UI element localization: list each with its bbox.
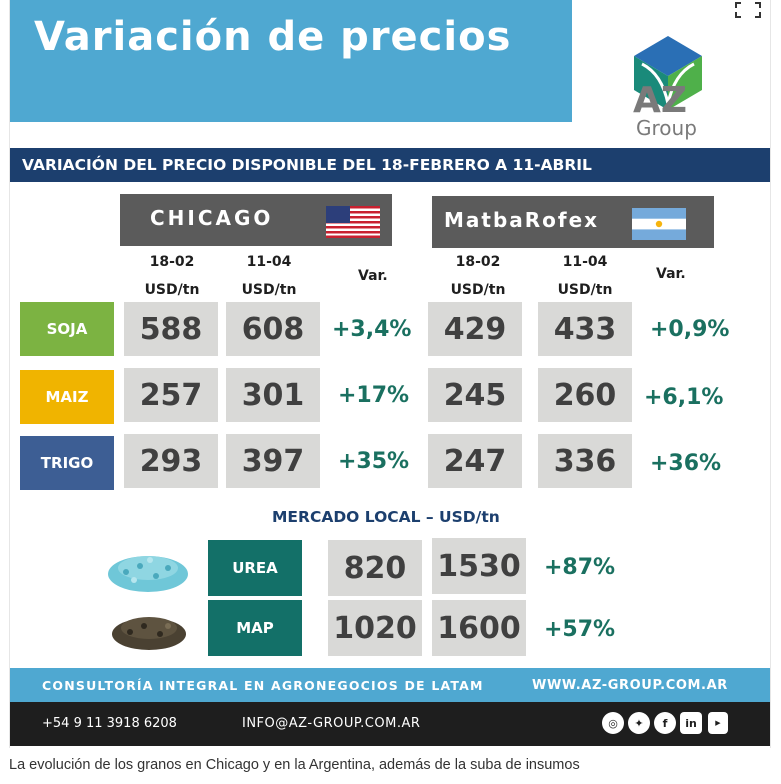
footer-email[interactable]: INFO@AZ-GROUP.COM.AR	[242, 716, 421, 731]
soja-chicago-feb: 588	[124, 302, 218, 356]
infographic-card: Variación de precios AZ Group VARIACIÓN …	[9, 0, 771, 748]
title-banner: Variación de precios	[10, 0, 572, 122]
chicago-label: CHICAGO	[150, 206, 274, 230]
trigo-matba-var: +36%	[650, 450, 722, 476]
map-var: +57%	[544, 616, 616, 642]
usa-flag-icon	[326, 206, 380, 238]
chicago-col2-date: 11-04	[246, 254, 292, 270]
map-apr: 1600	[432, 600, 526, 656]
twitter-icon[interactable]: ✦	[628, 712, 650, 734]
instagram-icon[interactable]: ◎	[602, 712, 624, 734]
youtube-icon[interactable]: ▶	[708, 712, 728, 734]
matbarofex-header: MatbaRofex	[432, 196, 714, 248]
soja-matba-apr: 433	[538, 302, 632, 356]
grain-label-soja: SOJA	[20, 302, 114, 356]
expand-icon[interactable]	[733, 0, 763, 20]
local-market-title: MERCADO LOCAL – USD/tn	[272, 508, 500, 526]
soja-chicago-apr: 608	[226, 302, 320, 356]
matba-var-label: Var.	[656, 266, 686, 282]
maiz-chicago-feb: 257	[124, 368, 218, 422]
page-title: Variación de precios	[34, 14, 512, 60]
urea-granules-icon	[108, 556, 188, 592]
footer-website[interactable]: WWW.AZ-GROUP.COM.AR	[532, 678, 728, 693]
soja-chicago-var: +3,4%	[332, 316, 412, 342]
footer-contact-bar: +54 9 11 3918 6208 INFO@AZ-GROUP.COM.AR …	[10, 702, 770, 746]
chicago-var-label: Var.	[358, 268, 388, 284]
maiz-chicago-var: +17%	[338, 382, 410, 408]
chicago-header: CHICAGO	[120, 194, 392, 246]
matba-col1-unit: USD/tn	[450, 282, 506, 298]
logo-sub-text: Group	[636, 116, 697, 140]
footer-tagline: CONSULTORÍA INTEGRAL EN AGRONEGOCIOS DE …	[42, 678, 484, 693]
argentina-flag-icon	[632, 208, 686, 240]
trigo-chicago-feb: 293	[124, 434, 218, 488]
map-granules-icon	[112, 617, 186, 650]
image-caption: La evolución de los granos en Chicago y …	[9, 757, 580, 773]
maiz-matba-var: +6,1%	[644, 384, 724, 410]
subtitle: VARIACIÓN DEL PRECIO DISPONIBLE DEL 18-F…	[22, 156, 592, 174]
footer-phone[interactable]: +54 9 11 3918 6208	[42, 716, 177, 731]
matbarofex-label: MatbaRofex	[444, 208, 600, 232]
urea-var: +87%	[544, 554, 616, 580]
chicago-col2-unit: USD/tn	[241, 282, 297, 298]
grain-label-maiz: MAIZ	[20, 370, 114, 424]
urea-feb: 820	[328, 540, 422, 596]
trigo-chicago-apr: 397	[226, 434, 320, 488]
maiz-matba-feb: 245	[428, 368, 522, 422]
trigo-matba-apr: 336	[538, 434, 632, 488]
matba-col1-date: 18-02	[455, 254, 501, 270]
trigo-chicago-var: +35%	[338, 448, 410, 474]
linkedin-icon[interactable]: in	[680, 712, 702, 734]
matba-col2-unit: USD/tn	[557, 282, 613, 298]
footer-tagline-bar: CONSULTORÍA INTEGRAL EN AGRONEGOCIOS DE …	[10, 668, 770, 702]
maiz-matba-apr: 260	[538, 368, 632, 422]
trigo-matba-feb: 247	[428, 434, 522, 488]
chicago-col1-unit: USD/tn	[144, 282, 200, 298]
input-label-map: MAP	[208, 600, 302, 656]
az-group-logo-icon	[634, 36, 702, 110]
maiz-chicago-apr: 301	[226, 368, 320, 422]
map-feb: 1020	[328, 600, 422, 656]
grain-label-trigo: TRIGO	[20, 436, 114, 490]
input-label-urea: UREA	[208, 540, 302, 596]
facebook-icon[interactable]: f	[654, 712, 676, 734]
soja-matba-feb: 429	[428, 302, 522, 356]
matba-col2-date: 11-04	[562, 254, 608, 270]
logo-brand-text: AZ	[633, 80, 687, 121]
soja-matba-var: +0,9%	[650, 316, 730, 342]
urea-apr: 1530	[432, 538, 526, 594]
chicago-col1-date: 18-02	[149, 254, 195, 270]
subtitle-bar: VARIACIÓN DEL PRECIO DISPONIBLE DEL 18-F…	[10, 148, 770, 182]
